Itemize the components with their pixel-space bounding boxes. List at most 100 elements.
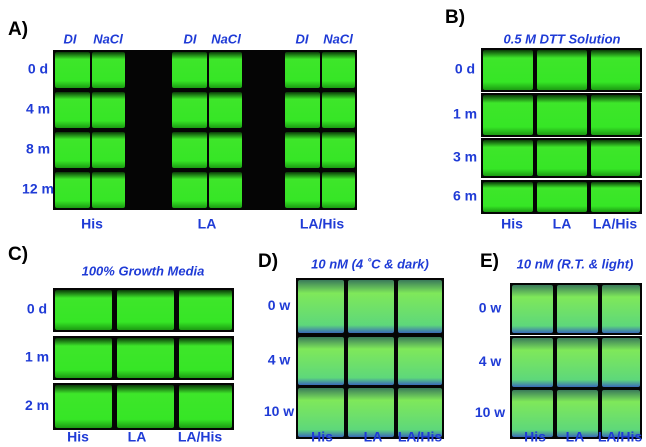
vial-photo — [117, 385, 174, 428]
panel-label: D) — [258, 251, 278, 272]
row-label: 1 m — [25, 349, 49, 365]
vial-photo — [537, 95, 587, 135]
vial-photo — [591, 50, 640, 90]
vial-photo — [209, 92, 242, 128]
vial-photo — [55, 385, 112, 428]
vial-photo — [55, 52, 90, 88]
panel-label: A) — [8, 19, 28, 40]
vial-photo — [92, 52, 125, 88]
vial-photo — [179, 338, 232, 378]
panel-label: B) — [445, 7, 465, 28]
vial-photo — [398, 337, 442, 385]
vial-photo — [537, 50, 587, 90]
row-label: 4 w — [479, 353, 502, 369]
row-label: 4 w — [268, 352, 291, 368]
column-label: His — [524, 429, 546, 445]
vial-photo — [557, 285, 598, 333]
vial-photo — [348, 337, 394, 385]
row-label: 6 m — [453, 188, 477, 204]
vial-photo — [92, 172, 125, 208]
vial-photo — [483, 182, 533, 212]
vial-photo — [209, 52, 242, 88]
vial-photo — [285, 132, 320, 168]
row-label: 10 w — [264, 403, 294, 419]
vial-photo — [298, 337, 344, 385]
row-label: 12 m — [22, 181, 54, 197]
column-label: LA/His — [398, 429, 443, 445]
vial-photo — [172, 52, 207, 88]
column-header: NaCl — [211, 31, 241, 46]
vial-photo — [602, 285, 640, 333]
column-label: LA/His — [593, 216, 638, 232]
row-label: 8 m — [26, 141, 50, 157]
row-label: 4 m — [26, 101, 50, 117]
vial-photo — [591, 140, 640, 176]
panel-label: E) — [480, 251, 499, 272]
vial-photo — [398, 280, 442, 333]
vial-photo — [55, 290, 112, 330]
vial-photo — [537, 182, 587, 212]
vial-photo — [172, 172, 207, 208]
column-header: NaCl — [93, 31, 123, 46]
column-label: LA — [198, 216, 217, 232]
vial-photo — [322, 132, 355, 168]
row-label: 3 m — [453, 149, 477, 165]
vial-photo — [512, 285, 553, 333]
vial-photo — [537, 140, 587, 176]
row-label: 0 d — [27, 301, 47, 317]
column-label: His — [81, 216, 103, 232]
column-label: LA/His — [598, 429, 643, 445]
row-label: 0 d — [28, 61, 48, 77]
vial-photo — [483, 95, 533, 135]
vial-photo — [55, 338, 112, 378]
vial-photo — [55, 172, 90, 208]
vial-photo — [55, 132, 90, 168]
vial-photo — [322, 52, 355, 88]
column-header: NaCl — [323, 31, 353, 46]
vial-photo — [591, 182, 640, 212]
vial-photo — [557, 338, 598, 387]
panel-label: C) — [8, 244, 28, 265]
vial-photo — [348, 280, 394, 333]
vial-photo — [285, 52, 320, 88]
column-header: DI — [296, 31, 309, 46]
vial-photo — [591, 95, 640, 135]
vial-photo — [285, 172, 320, 208]
vial-photo — [602, 338, 640, 387]
column-label: LA — [364, 429, 383, 445]
vial-photo — [285, 92, 320, 128]
vial-photo — [179, 385, 232, 428]
vial-photo — [179, 290, 232, 330]
vial-photo — [512, 338, 553, 387]
column-label: LA — [553, 216, 572, 232]
row-label: 0 d — [455, 61, 475, 77]
panel-title: 0.5 M DTT Solution — [504, 31, 621, 46]
vial-photo — [117, 338, 174, 378]
panel-title: 10 nM (R.T. & light) — [517, 256, 634, 271]
column-label: His — [67, 429, 89, 445]
vial-photo — [322, 92, 355, 128]
vial-photo — [55, 92, 90, 128]
figure: A) DI NaCl DI NaCl DI NaCl 0 d 4 m 8 m 12 m His LA LA… — [0, 0, 646, 447]
vial-photo — [92, 92, 125, 128]
column-label: His — [311, 429, 333, 445]
column-label: LA/His — [178, 429, 223, 445]
vial-photo — [298, 280, 344, 333]
row-label: 1 m — [453, 106, 477, 122]
column-label: LA/His — [300, 216, 345, 232]
vial-photo — [172, 132, 207, 168]
vial-photo — [92, 132, 125, 168]
vial-photo — [209, 172, 242, 208]
vial-photo — [322, 172, 355, 208]
column-header: DI — [184, 31, 197, 46]
row-label: 2 m — [25, 397, 49, 413]
vial-photo — [172, 92, 207, 128]
column-header: DI — [64, 31, 77, 46]
vial-photo — [483, 140, 533, 176]
row-label: 0 w — [479, 300, 502, 316]
row-label: 10 w — [475, 404, 505, 420]
column-label: LA — [128, 429, 147, 445]
panel-title: 100% Growth Media — [82, 263, 205, 278]
column-label: LA — [566, 429, 585, 445]
row-label: 0 w — [268, 297, 291, 313]
